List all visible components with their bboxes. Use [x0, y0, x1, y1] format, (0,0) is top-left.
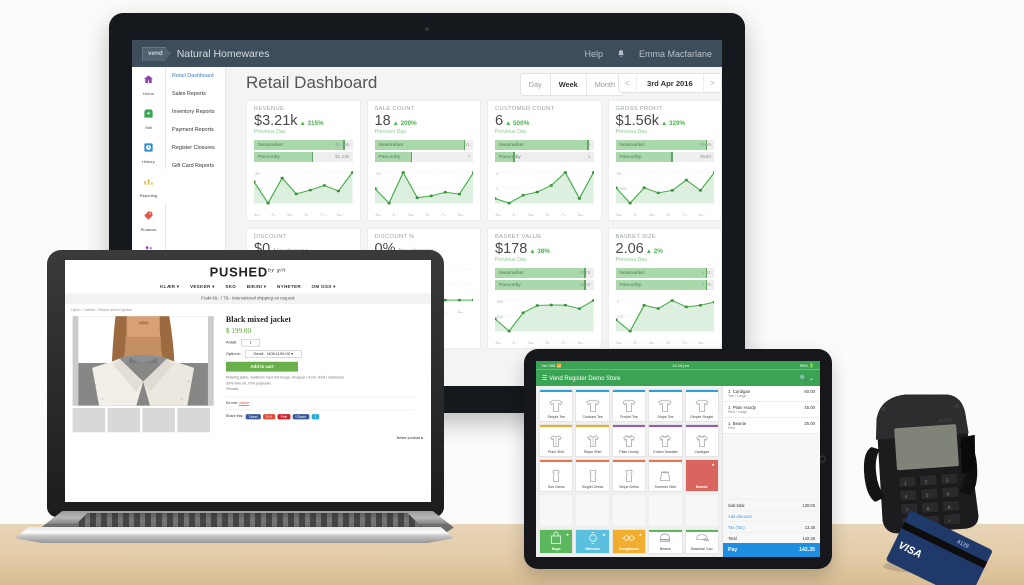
svg-text:Wed 30: Wed 30	[527, 212, 542, 216]
svg-text:Mon 28: Mon 28	[616, 212, 630, 216]
svg-text:Sat 2: Sat 2	[577, 340, 588, 344]
svg-text:Wed 30: Wed 30	[648, 212, 663, 216]
svg-text:Thu 31: Thu 31	[303, 212, 317, 216]
svg-text:150: 150	[496, 299, 503, 303]
svg-text:Thu 31: Thu 31	[664, 340, 678, 344]
svg-text:Sun 3: Sun 3	[472, 212, 473, 216]
svg-text:Sun 3: Sun 3	[472, 309, 473, 313]
svg-text:2: 2	[616, 299, 618, 303]
svg-text:Sun 3: Sun 3	[713, 212, 714, 216]
svg-text:2k: 2k	[255, 171, 260, 175]
svg-text:Sun 3: Sun 3	[713, 340, 714, 344]
svg-text:Tue 29: Tue 29	[511, 212, 525, 216]
svg-text:Sat 2: Sat 2	[336, 212, 347, 216]
svg-text:Wed 30: Wed 30	[407, 212, 422, 216]
svg-text:Sun 3: Sun 3	[593, 340, 594, 344]
svg-text:Thu 31: Thu 31	[423, 212, 437, 216]
svg-text:Mon 28: Mon 28	[495, 340, 509, 344]
svg-text:Tue 29: Tue 29	[390, 212, 404, 216]
svg-text:Tue 29: Tue 29	[631, 212, 645, 216]
svg-text:Sat 2: Sat 2	[697, 212, 708, 216]
svg-text:2: 2	[496, 187, 498, 191]
svg-text:10: 10	[375, 171, 380, 175]
svg-text:Sat 2: Sat 2	[697, 340, 708, 344]
svg-text:Wed 30: Wed 30	[286, 212, 301, 216]
svg-text:1.5: 1.5	[616, 315, 622, 319]
svg-text:2k: 2k	[616, 171, 621, 175]
svg-text:Mon 28: Mon 28	[254, 212, 268, 216]
svg-text:Mon 28: Mon 28	[495, 212, 509, 216]
svg-text:Mon 28: Mon 28	[375, 212, 389, 216]
svg-text:Sun 3: Sun 3	[593, 212, 594, 216]
svg-text:Tue 29: Tue 29	[631, 340, 645, 344]
svg-text:Wed 30: Wed 30	[648, 340, 663, 344]
svg-text:Tue 29: Tue 29	[511, 340, 525, 344]
svg-text:Fri 1: Fri 1	[440, 212, 450, 216]
svg-text:4: 4	[496, 171, 499, 175]
svg-text:Tue 29: Tue 29	[270, 212, 284, 216]
svg-text:Mon 28: Mon 28	[616, 340, 630, 344]
svg-text:Fri 1: Fri 1	[560, 340, 570, 344]
svg-text:✓: ✓	[948, 518, 952, 523]
svg-text:Fri 1: Fri 1	[681, 340, 691, 344]
svg-text:Sat 2: Sat 2	[577, 212, 588, 216]
svg-text:Sat 2: Sat 2	[456, 212, 467, 216]
svg-text:VX 675: VX 675	[938, 417, 953, 423]
svg-text:Fri 1: Fri 1	[560, 212, 570, 216]
svg-text:Fri 1: Fri 1	[319, 212, 329, 216]
svg-text:Sat 2: Sat 2	[456, 309, 467, 313]
svg-text:Thu 31: Thu 31	[664, 212, 678, 216]
svg-text:Fri 1: Fri 1	[681, 212, 691, 216]
svg-text:Thu 31: Thu 31	[544, 340, 558, 344]
svg-text:Sun 3: Sun 3	[352, 212, 353, 216]
svg-text:Wed 30: Wed 30	[527, 340, 542, 344]
svg-text:Thu 31: Thu 31	[544, 212, 558, 216]
svg-text:100: 100	[496, 315, 503, 319]
